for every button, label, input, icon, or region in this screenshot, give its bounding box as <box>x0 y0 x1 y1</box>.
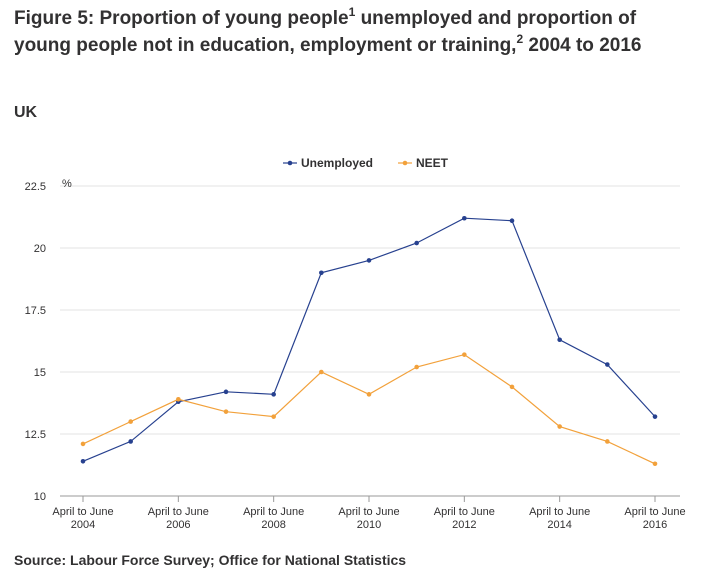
unemployed-data-point <box>366 258 372 263</box>
x-tick-label-year: 2016 <box>643 519 667 531</box>
neet-data-point <box>80 441 86 447</box>
title-footnote-1: 1 <box>348 4 356 19</box>
neet-data-point <box>223 409 229 414</box>
y-axis-unit-label: % <box>62 178 72 190</box>
neet-data-point <box>271 414 276 419</box>
legend-neet-marker <box>402 160 408 166</box>
y-tick-label: 12.5 <box>25 429 46 441</box>
x-tick-label-year: 2006 <box>166 519 190 531</box>
x-tick-label: April to June <box>529 506 590 518</box>
neet-data-point <box>176 396 181 402</box>
x-tick-label-year: 2008 <box>261 519 285 531</box>
unemployed-data-point <box>509 218 515 224</box>
legend-neet-label: NEET <box>416 156 449 170</box>
unemployed-data-point <box>605 362 610 367</box>
y-tick-label: 15 <box>34 367 46 379</box>
y-tick-label: 22.5 <box>25 181 46 193</box>
unemployed-series-line <box>82 217 656 462</box>
unemployed-data-point <box>319 270 324 276</box>
neet-data-point <box>319 369 324 375</box>
x-tick-label-year: 2014 <box>547 519 571 531</box>
legend-unemployed-label: Unemployed <box>301 156 373 170</box>
unemployed-data-point <box>223 389 229 395</box>
x-tick-label-year: 2012 <box>452 519 476 531</box>
neet-data-point <box>605 439 610 444</box>
x-tick-label-year: 2004 <box>71 519 95 531</box>
neet-data-point <box>509 384 515 390</box>
x-tick-label: April to June <box>243 506 304 518</box>
x-tick-label-year: 2010 <box>357 519 381 531</box>
unemployed-data-point <box>80 458 86 464</box>
neet-data-point <box>414 364 419 370</box>
unemployed-data-point <box>128 439 133 444</box>
x-tick-label: April to June <box>338 506 399 518</box>
neet-data-point <box>652 461 658 467</box>
neet-data-point <box>557 424 562 429</box>
x-tick-label: April to June <box>52 506 113 518</box>
source-note: Source: Labour Force Survey; Office for … <box>14 552 407 568</box>
neet-data-point <box>366 392 372 397</box>
y-tick-label: 10 <box>34 491 46 503</box>
unemployed-data-point <box>652 414 658 419</box>
y-tick-label: 20 <box>34 243 46 255</box>
title-text-1: Figure 5: Proportion of young people <box>14 8 349 29</box>
unemployed-data-point <box>462 215 467 221</box>
x-tick-label: April to June <box>624 506 685 518</box>
legend-unemployed-marker <box>287 160 293 166</box>
chart-title: Figure 5: Proportion of young people1 un… <box>14 5 694 59</box>
unemployed-data-point <box>271 392 276 397</box>
y-tick-label: 17.5 <box>25 305 46 317</box>
title-footnote-2: 2 <box>516 31 524 46</box>
x-tick-label: April to June <box>434 506 495 518</box>
x-tick-label: April to June <box>148 506 209 518</box>
title-text-3: 2004 to 2016 <box>523 35 642 56</box>
unemployed-data-point <box>414 240 419 246</box>
title-text-2: unemployed and proportion of young peopl… <box>14 8 637 56</box>
unemployed-data-point <box>557 337 562 343</box>
neet-data-point <box>128 419 133 424</box>
neet-data-point <box>462 352 467 357</box>
geography-label: UK <box>14 104 38 121</box>
